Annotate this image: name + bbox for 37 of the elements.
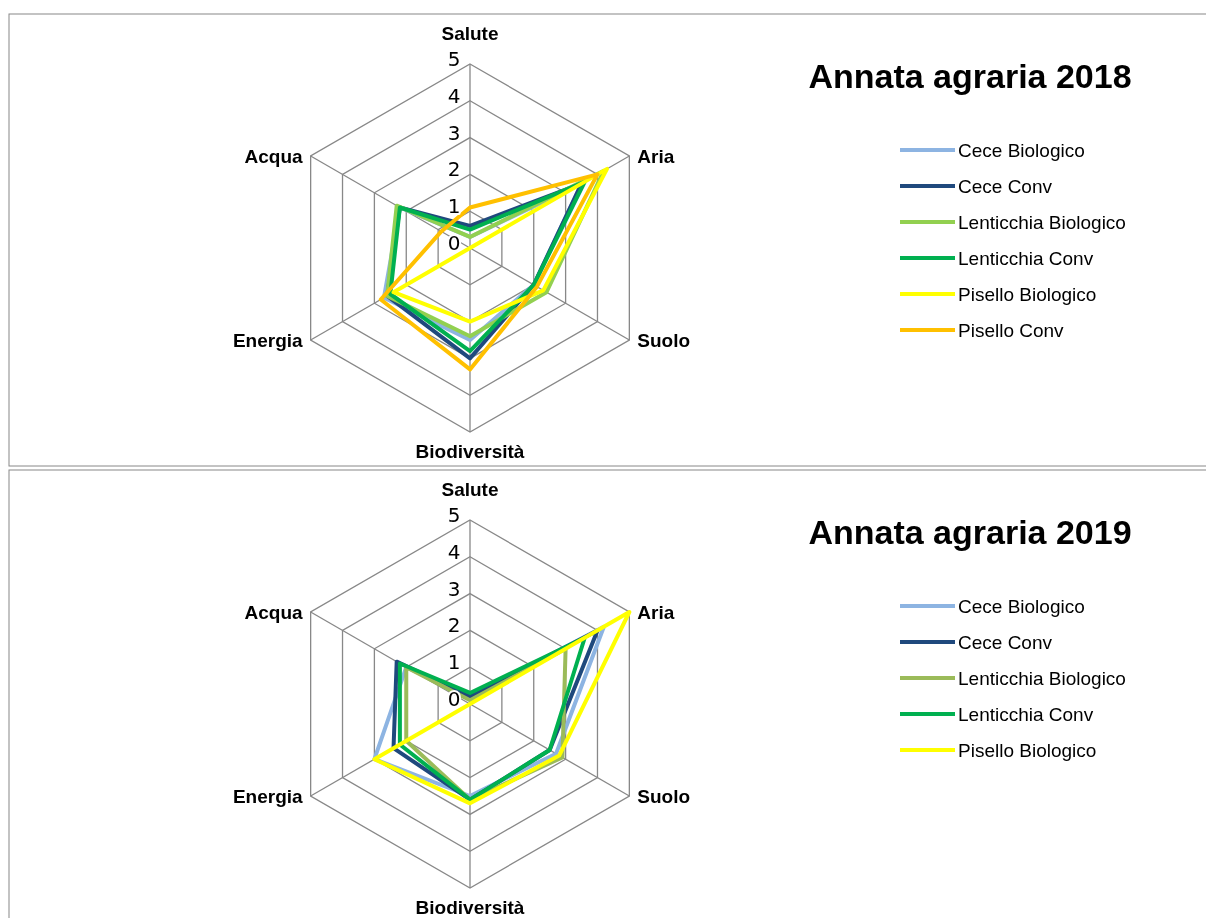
spoke-label: Energia <box>232 786 304 807</box>
y-tick-label: 2 <box>447 613 461 638</box>
y-tick-label: 5 <box>447 503 461 527</box>
spoke-label: Suolo <box>637 330 691 351</box>
spoke-label: Aria <box>637 602 675 623</box>
y-tick-label: 0 <box>447 231 461 255</box>
spoke-label: Acqua <box>244 602 304 623</box>
legend-label: Cece Conv <box>958 176 1053 197</box>
y-tick-label: 3 <box>447 120 461 145</box>
spoke-label: Salute <box>441 23 499 44</box>
y-tick-label: 1 <box>447 194 461 219</box>
spoke-label: Suolo <box>637 786 691 807</box>
spoke-label: Aria <box>637 146 675 167</box>
legend-label: Pisello Biologico <box>958 284 1097 305</box>
y-tick-label: 5 <box>447 47 461 71</box>
legend-label: Cece Biologico <box>958 140 1085 161</box>
legend-label: Pisello Conv <box>958 320 1065 341</box>
y-tick-label: 1 <box>447 650 461 675</box>
legend-label: Lenticchia Biologico <box>958 668 1126 689</box>
legend-label: Lenticchia Biologico <box>958 212 1126 233</box>
spoke-label: Biodiversità <box>415 897 525 918</box>
spoke-label: Biodiversità <box>415 441 525 462</box>
y-tick-label: 2 <box>447 157 461 182</box>
spoke-label: Energia <box>232 330 304 351</box>
y-tick-label: 4 <box>447 539 461 564</box>
spoke-label: Acqua <box>244 146 304 167</box>
y-tick-label: 4 <box>447 83 461 108</box>
text: Annata agraria 2019 <box>808 513 1132 551</box>
legend-label: Cece Biologico <box>958 596 1085 617</box>
text: Annata agraria 2018 <box>808 57 1132 95</box>
y-tick-label: 0 <box>447 687 461 711</box>
legend-label: Lenticchia Conv <box>958 704 1094 725</box>
legend-label: Pisello Biologico <box>958 740 1097 761</box>
spoke-label: Salute <box>441 479 499 500</box>
y-tick-label: 3 <box>447 576 461 601</box>
legend-label: Cece Conv <box>958 632 1053 653</box>
legend-label: Lenticchia Conv <box>958 248 1094 269</box>
